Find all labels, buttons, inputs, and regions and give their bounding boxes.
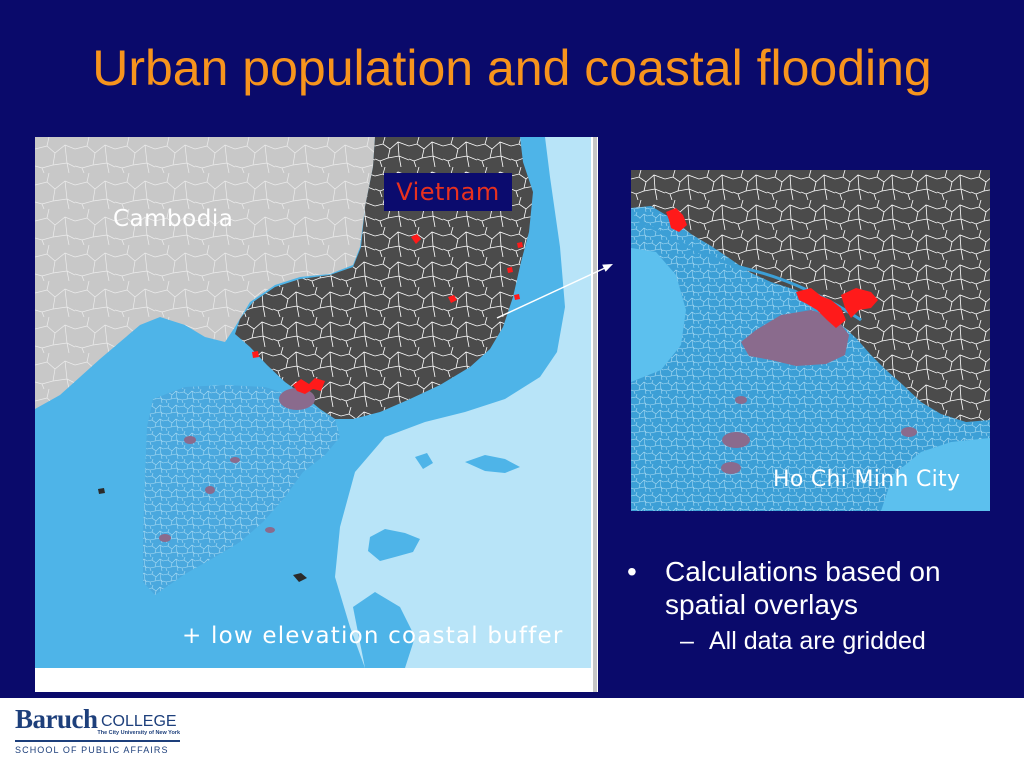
urban-area-ho-chi-minh-city [796,288,846,328]
island [293,573,307,582]
urban-extent-patch [159,534,171,542]
logo-divider [15,740,180,742]
logo-school-name: SCHOOL OF PUBLIC AFFAIRS [15,745,169,755]
urban-area [448,295,457,303]
logo-name-light: COLLEGE [101,713,177,730]
inset-map-label: Ho Chi Minh City [773,467,961,492]
coastal-buffer-shoal [465,455,520,473]
sea-area [631,248,686,382]
urban-extent-patch [721,462,741,474]
country-label-box: Vietnam [384,173,512,211]
urban-extent-patch [230,457,240,463]
logo-affiliation: The City University of New York [97,730,180,736]
left-map-graphic [35,137,591,668]
urban-extent-patch [901,427,917,437]
urban-area [411,234,421,244]
urban-extent-patch [265,527,275,533]
logo-name-bold: Baruch [15,704,98,734]
island [98,488,105,494]
arrow-shaft [496,266,607,319]
footer: Baruch COLLEGE The City University of Ne… [0,698,1024,768]
map-frame-edge [593,137,597,692]
urban-area-ho-chi-minh-city [293,378,325,394]
urban-extent-patch [184,436,196,444]
coastal-buffer-shoal [368,529,420,561]
sub-bullet-marker: – [680,627,694,655]
urban-extent-patch [205,486,215,494]
coastal-buffer-shoal [353,592,415,668]
region-map-southern-vietnam: Vietnam Cambodia + low elevation coastal… [35,137,598,692]
arrow-head-icon [602,264,613,272]
urban-extent-patch [722,432,750,448]
urban-area-ho-chi-minh-city [841,288,878,318]
slide-title: Urban population and coastal flooding [92,40,932,96]
country-label-vietnam: Vietnam [396,178,500,206]
urban-extent-patch [741,310,849,366]
sub-bullet-text: All data are gridded [709,627,926,655]
inset-map-ho-chi-minh-city: Ho Chi Minh City [631,170,990,511]
cambodia-district-boundaries [35,137,375,409]
sea-area [881,438,990,511]
inset-map-graphic [631,170,990,511]
coastal-buffer-shoal [415,453,433,469]
urban-area [252,351,259,358]
urban-area [666,208,687,232]
urban-area [514,294,520,300]
urban-area [507,267,513,273]
bullet-text: Calculations based on spatial overlays [665,556,941,620]
country-label-cambodia: Cambodia [113,206,234,232]
urban-extent-patch [735,396,747,404]
urban-area [517,242,523,248]
map-caption: + low elevation coastal buffer [182,623,564,649]
zoom-arrow [496,264,613,319]
bullet-marker: • [627,556,637,587]
urban-extent-patch [279,388,315,410]
